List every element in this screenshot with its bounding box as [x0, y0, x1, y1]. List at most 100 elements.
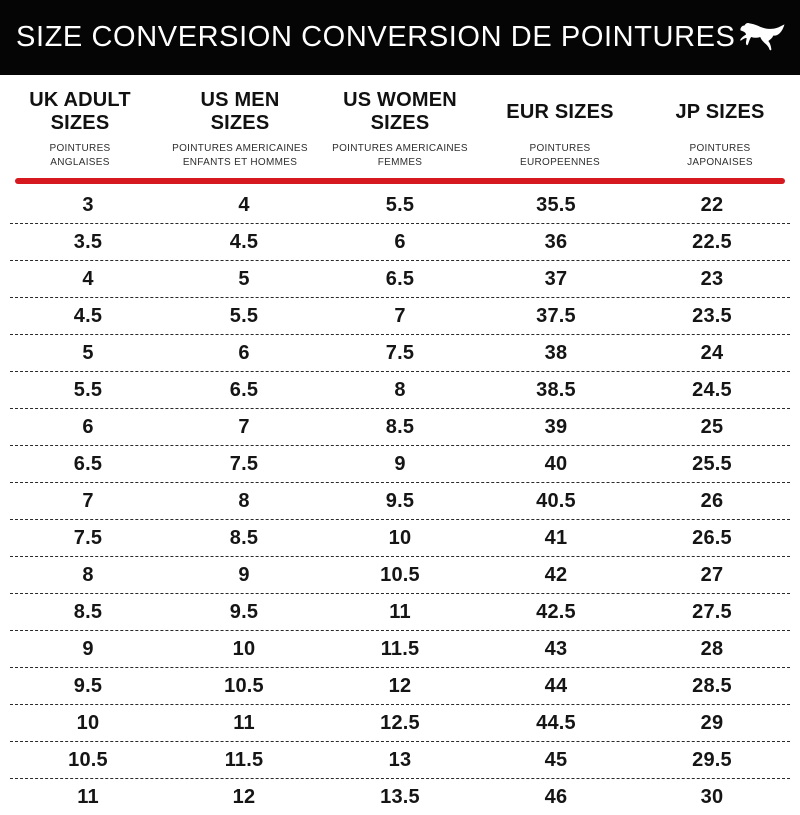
table-row: 11 12 13.5 46 30	[10, 778, 790, 815]
size-cell: 4	[238, 193, 250, 216]
size-cell: 23	[700, 267, 724, 290]
size-cell: 7.5	[229, 452, 259, 475]
table-row: 10.5 11.5 13 45 29.5	[10, 741, 790, 778]
column-sublabel: POINTURES AMERICAINES FEMMES	[332, 143, 468, 168]
size-cell: 10	[232, 637, 256, 660]
table-row: 9.5 10.5 12 44 28.5	[10, 667, 790, 704]
red-divider	[15, 178, 785, 184]
puma-logo-icon	[736, 7, 787, 69]
size-cell: 7	[82, 489, 94, 512]
size-cell: 37.5	[536, 304, 576, 327]
table-row: 5 6 7.5 38 24	[10, 334, 790, 371]
size-cell: 30	[700, 785, 724, 808]
size-cell: 22	[700, 193, 724, 216]
size-cell: 7	[238, 415, 250, 438]
size-cell: 9.5	[73, 674, 103, 697]
size-cell: 5.5	[73, 378, 103, 401]
size-cell: 5.5	[385, 193, 415, 216]
size-cell: 45	[544, 748, 568, 771]
size-cell: 46	[544, 785, 568, 808]
table-row: 7 8 9.5 40.5 26	[10, 482, 790, 519]
size-cell: 24	[700, 341, 724, 364]
size-cell: 12.5	[380, 711, 420, 734]
header-bar: SIZE CONVERSION CONVERSION DE POINTURES	[0, 0, 800, 75]
table-row: 4 5 6.5 37 23	[10, 260, 790, 297]
column-label: EUR SIZES	[506, 100, 614, 123]
size-cell: 40.5	[536, 489, 576, 512]
table-row: 5.5 6.5 8 38.5 24.5	[10, 371, 790, 408]
column-header-us-men: US MEN SIZES POINTURES AMERICAINES ENFANT…	[160, 86, 320, 170]
size-cell: 5	[82, 341, 94, 364]
column-label: UK ADULT SIZES	[29, 89, 131, 134]
size-cell: 8	[238, 489, 250, 512]
size-table: 3 4 5.5 35.5 22 3.5 4.5 6 36 22.5 4 5 6.5 37 23 4.5 5.5 7…	[10, 187, 790, 815]
size-cell: 5	[238, 267, 250, 290]
size-cell: 3	[82, 193, 94, 216]
size-cell: 7.5	[385, 341, 415, 364]
column-sublabel: POINTURES EUROPEENNES	[520, 143, 600, 168]
size-cell: 10	[388, 526, 412, 549]
size-cell: 25.5	[692, 452, 732, 475]
size-cell: 28	[700, 637, 724, 660]
table-row: 9 10 11.5 43 28	[10, 630, 790, 667]
size-cell: 6.5	[73, 452, 103, 475]
size-cell: 43	[544, 637, 568, 660]
size-cell: 44	[544, 674, 568, 697]
size-cell: 6	[82, 415, 94, 438]
size-cell: 6	[394, 230, 406, 253]
table-row: 6 7 8.5 39 25	[10, 408, 790, 445]
size-cell: 9.5	[229, 600, 259, 623]
size-cell: 24.5	[692, 378, 732, 401]
size-cell: 11	[77, 785, 99, 808]
size-cell: 42	[544, 563, 568, 586]
size-cell: 4.5	[229, 230, 259, 253]
column-sublabel: POINTURES JAPONAISES	[687, 143, 753, 168]
size-cell: 29.5	[692, 748, 732, 771]
size-cell: 13.5	[380, 785, 420, 808]
size-cell: 10.5	[380, 563, 420, 586]
size-cell: 40	[544, 452, 568, 475]
table-row: 4.5 5.5 7 37.5 23.5	[10, 297, 790, 334]
size-cell: 44.5	[536, 711, 576, 734]
size-cell: 11	[233, 711, 255, 734]
column-header-eur: EUR SIZES POINTURES EUROPEENNES	[480, 86, 640, 170]
size-cell: 39	[544, 415, 568, 438]
size-cell: 25	[700, 415, 724, 438]
column-label: US WOMEN SIZES	[343, 89, 457, 134]
table-row: 8 9 10.5 42 27	[10, 556, 790, 593]
column-sublabel: POINTURES AMERICAINES ENFANTS ET HOMMES	[172, 143, 308, 168]
size-cell: 12	[232, 785, 256, 808]
size-cell: 8	[82, 563, 94, 586]
page-title: SIZE CONVERSION CONVERSION DE POINTURES	[16, 21, 736, 53]
size-cell: 38.5	[536, 378, 576, 401]
size-cell: 7	[394, 304, 406, 327]
size-cell: 4	[82, 267, 94, 290]
size-cell: 11.5	[224, 748, 264, 771]
size-cell: 12	[388, 674, 412, 697]
size-cell: 3.5	[73, 230, 103, 253]
size-cell: 10	[76, 711, 100, 734]
column-header-jp: JP SIZES POINTURES JAPONAISES	[640, 86, 800, 170]
size-cell: 26.5	[692, 526, 732, 549]
table-row: 7.5 8.5 10 41 26.5	[10, 519, 790, 556]
size-cell: 8.5	[385, 415, 415, 438]
column-sublabel: POINTURES ANGLAISES	[49, 143, 111, 168]
size-cell: 8.5	[229, 526, 259, 549]
size-cell: 10.5	[68, 748, 108, 771]
size-cell: 9	[82, 637, 94, 660]
size-cell: 42.5	[536, 600, 576, 623]
size-cell: 10.5	[224, 674, 264, 697]
column-label: JP SIZES	[675, 100, 765, 123]
column-header-us-women: US WOMEN SIZES POINTURES AMERICAINES FEMM…	[320, 86, 480, 170]
column-label: US MEN SIZES	[200, 89, 280, 134]
size-cell: 37	[544, 267, 568, 290]
size-cell: 36	[544, 230, 568, 253]
size-cell: 35.5	[536, 193, 576, 216]
size-cell: 28.5	[692, 674, 732, 697]
size-cell: 9	[394, 452, 406, 475]
size-cell: 22.5	[692, 230, 732, 253]
size-cell: 9.5	[385, 489, 415, 512]
size-cell: 9	[238, 563, 250, 586]
size-cell: 11	[389, 600, 411, 623]
size-cell: 29	[700, 711, 724, 734]
